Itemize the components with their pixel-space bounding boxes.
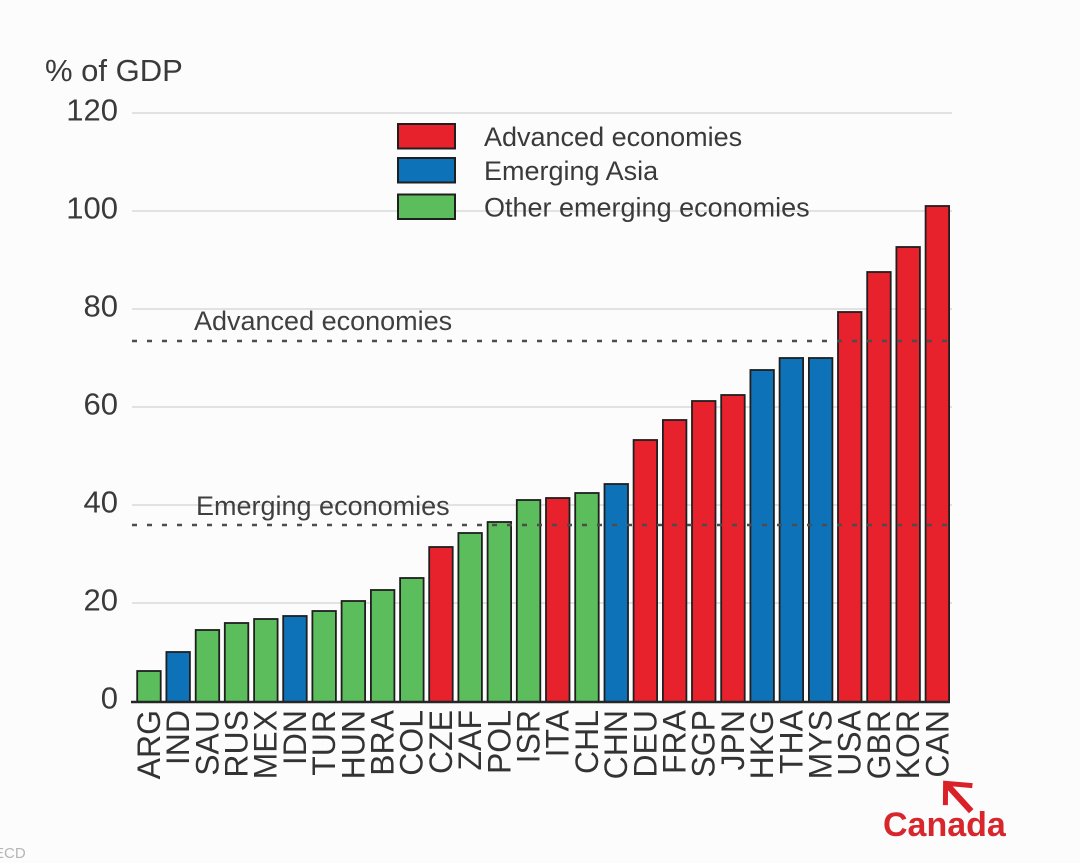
svg-text:GBR: GBR [861,710,897,779]
svg-text:60: 60 [84,387,118,422]
svg-text:80: 80 [84,289,118,324]
svg-text:SAU: SAU [189,710,225,776]
svg-text:Canada: Canada [883,806,1007,844]
svg-text:HKG: HKG [744,710,780,779]
svg-text:40: 40 [84,485,118,520]
svg-text:THA: THA [773,709,809,774]
svg-text:100: 100 [66,191,118,226]
svg-text:ZAF: ZAF [452,710,488,770]
svg-text:USA: USA [832,709,868,775]
svg-text:FRA: FRA [656,709,692,774]
svg-text:COL: COL [394,710,430,776]
svg-text:0: 0 [101,681,118,716]
svg-text:ECD: ECD [0,845,26,858]
svg-text:Advanced economies: Advanced economies [194,306,452,336]
svg-text:SGP: SGP [686,710,722,778]
svg-text:IDN: IDN [277,710,313,765]
svg-text:ARG: ARG [131,710,167,779]
svg-text:MYS: MYS [802,710,838,779]
svg-text:Advanced economies: Advanced economies [484,122,742,152]
svg-text:20: 20 [84,583,118,618]
svg-text:POL: POL [481,710,517,774]
svg-text:Other emerging economies: Other emerging economies [484,193,810,223]
svg-text:CHN: CHN [598,710,634,779]
svg-text:MEX: MEX [248,710,284,779]
svg-text:DEU: DEU [627,710,663,778]
svg-text:IND: IND [160,710,196,765]
svg-text:120: 120 [66,93,118,128]
svg-text:ITA: ITA [540,709,576,757]
svg-text:JPN: JPN [715,710,751,770]
svg-text:HUN: HUN [335,710,371,779]
svg-text:CHL: CHL [569,710,605,774]
svg-text:TUR: TUR [306,710,342,776]
svg-text:% of GDP: % of GDP [45,53,183,88]
svg-text:KOR: KOR [890,710,926,779]
svg-text:BRA: BRA [364,709,400,775]
svg-text:RUS: RUS [218,710,254,778]
svg-text:ISR: ISR [510,710,546,763]
svg-text:CZE: CZE [423,710,459,774]
svg-text:Emerging economies: Emerging economies [196,491,450,521]
svg-text:Emerging Asia: Emerging Asia [484,156,659,186]
svg-text:CAN: CAN [919,710,955,778]
